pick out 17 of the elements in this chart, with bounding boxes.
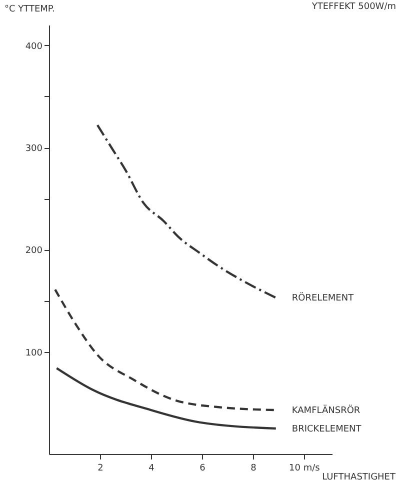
text: YTEFFEKT 500W/m <box>310 2 396 12</box>
x-tick-label: 4 <box>148 464 155 474</box>
y-tick-label: 400 <box>25 42 43 52</box>
y-tick-label: 300 <box>25 144 43 154</box>
series-label: RÖRELEMENT <box>292 292 354 304</box>
x-tick-label: 2 <box>98 464 104 474</box>
x-tick-label: 10 m/s <box>289 464 320 474</box>
y-tick-label: 200 <box>25 246 43 256</box>
x-axis-title: LUFTHASTIGHET <box>322 472 396 482</box>
line-series <box>56 367 278 430</box>
x-tick-label: 8 <box>250 464 257 474</box>
series-label: BRICKELEMENT <box>292 424 362 434</box>
x-tick-label: 6 <box>200 464 206 474</box>
line-series <box>96 124 278 299</box>
series-label: KAMFLÄNSRÖR <box>292 404 360 416</box>
y-tick-label: 100 <box>25 348 43 358</box>
y-axis-title: °C YTTEMP. <box>4 4 55 14</box>
